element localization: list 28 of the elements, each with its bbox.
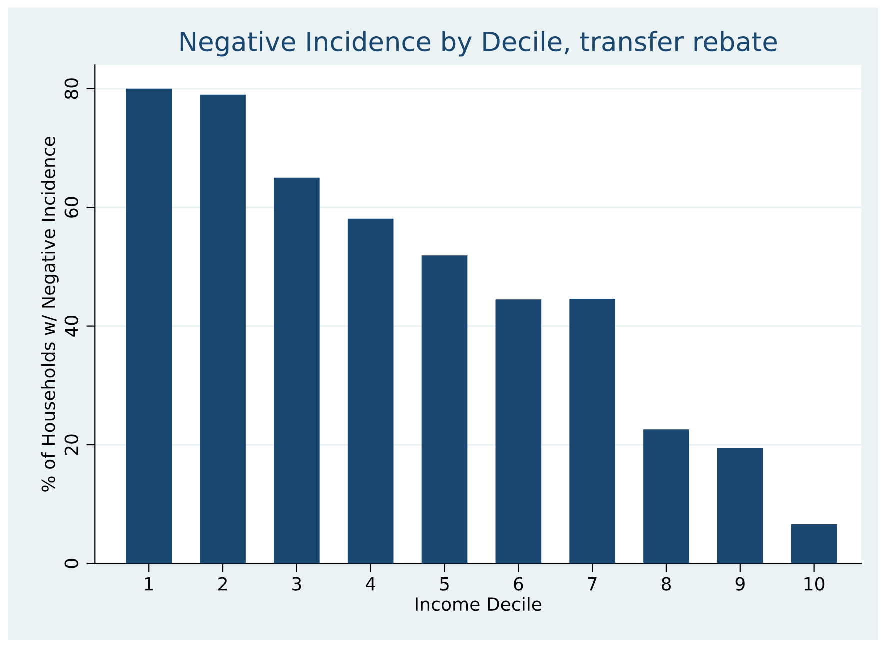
x-tick-label: 7 (588, 577, 597, 591)
x-tick-label: 3 (292, 577, 302, 591)
x-tick-label: 4 (366, 577, 376, 591)
x-tick-label: 9 (736, 577, 745, 591)
x-tick-label: 5 (440, 577, 449, 591)
x-axis-title: Income Decile (416, 597, 542, 612)
bar (791, 524, 838, 564)
x-tick-label: 8 (662, 577, 671, 591)
bar (717, 448, 764, 564)
y-tick-label: 20 (64, 434, 78, 456)
y-tick-label: 0 (64, 559, 78, 568)
x-tick-label: 1 (145, 577, 154, 591)
bar (644, 430, 690, 564)
bar (496, 300, 542, 564)
x-tick-label: 2 (218, 577, 227, 591)
x-tick-label: 10 (804, 577, 825, 591)
chart-title: Negative Incidence by Decile, transfer rebate (180, 31, 778, 57)
bar (422, 256, 468, 564)
bar (348, 218, 394, 564)
bar (200, 94, 246, 564)
y-axis-title: % of Households w/ Negative Incidence (41, 136, 59, 492)
y-tick-label: 40 (64, 316, 78, 337)
x-tick-label: 6 (514, 577, 524, 591)
y-tick-label: 60 (64, 197, 78, 218)
y-tick-label: 80 (64, 78, 78, 100)
bar (274, 178, 320, 564)
bar (126, 88, 172, 564)
bar (570, 299, 616, 564)
